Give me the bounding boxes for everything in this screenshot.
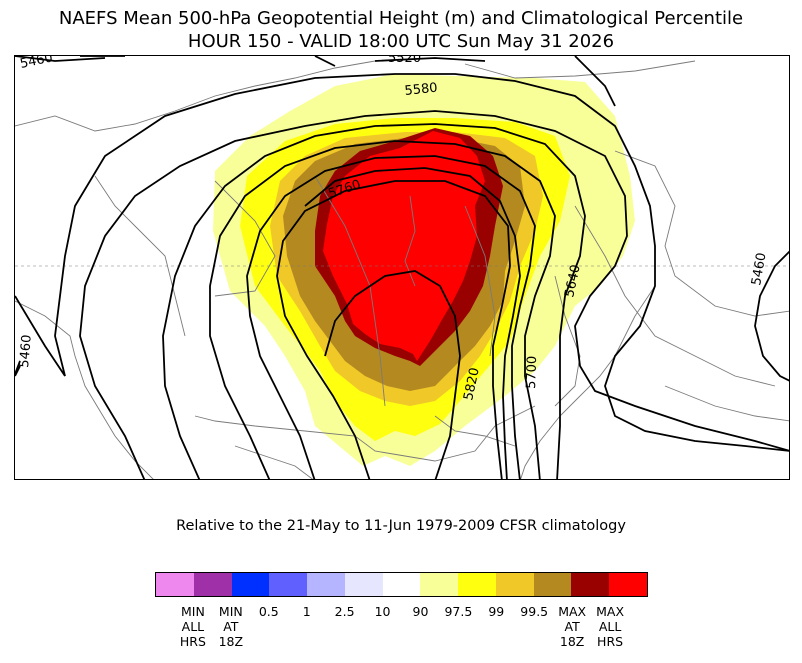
colorbar-label: 2.5 — [334, 604, 355, 619]
colorbar-label: 99.5 — [520, 604, 549, 619]
height-contours — [15, 56, 789, 479]
contour-label: 5460 — [19, 56, 54, 72]
colorbar-label: 0.5 — [258, 604, 279, 619]
colorbar-label: MAX ALL HRS — [596, 604, 625, 649]
contour-label: 5580 — [404, 81, 438, 99]
contour-label: 5520 — [388, 56, 421, 66]
colorbar-swatch — [533, 573, 572, 596]
contour-5460-west — [15, 365, 21, 377]
colorbar-label: 1 — [302, 604, 311, 619]
colorbar-swatch — [193, 573, 232, 596]
contour-5460-left — [15, 56, 106, 375]
contour-inner-3 — [304, 167, 521, 479]
contour-inner-2 — [324, 270, 461, 479]
map-title: NAEFS Mean 500-hPa Geopotential Height (… — [58, 8, 744, 29]
colorbar-label: MIN ALL HRS — [179, 604, 206, 649]
colorbar-swatch — [609, 573, 647, 596]
contour-outer-w1 — [15, 73, 789, 452]
shade-max-all-hrs — [323, 131, 485, 361]
contour-5460-east — [754, 250, 789, 382]
coastlines-and-borders — [15, 60, 789, 479]
colorbar-label: MAX AT 18Z — [558, 604, 587, 649]
colorbar-swatch — [420, 573, 459, 596]
contour-inner-1 — [276, 180, 511, 479]
geopotential-height-map: 5460 5520 5580 5760 5640 5460 5700 5820 … — [14, 55, 790, 480]
colorbar-label: 97.5 — [444, 604, 473, 619]
contour-mid-3 — [246, 155, 536, 479]
contour-mid-2 — [209, 140, 556, 479]
contour-label: 5640 — [562, 263, 584, 298]
contour-outer-w2 — [79, 110, 789, 479]
contour-upper-band — [314, 56, 616, 107]
colorbar-swatch — [156, 573, 194, 596]
colorbar-swatch — [344, 573, 383, 596]
colorbar-swatch — [231, 573, 270, 596]
percentile-colorbar — [155, 572, 648, 597]
colorbar-label: 10 — [374, 604, 391, 619]
colorbar-swatch — [571, 573, 610, 596]
climatology-subtitle: Relative to the 21-May to 11-Jun 1979-20… — [176, 518, 626, 534]
colorbar-swatch — [269, 573, 308, 596]
colorbar-labels: MIN ALL HRS MIN AT 18Z 0.5 1 2.5 10 90 97.5 99 99… — [155, 604, 648, 654]
colorbar-swatch — [495, 573, 534, 596]
colorbar-swatch — [458, 573, 496, 596]
colorbar-swatch — [307, 573, 345, 596]
colorbar-label: 99 — [488, 604, 505, 619]
colorbar-label: 90 — [412, 604, 429, 619]
contour-label: 5820 — [461, 366, 483, 401]
contour-label: 5460 — [17, 334, 35, 368]
contour-label: 5700 — [524, 356, 540, 390]
contour-5520 — [80, 56, 486, 62]
contour-label: 5460 — [749, 251, 770, 286]
valid-time-title: HOUR 150 - VALID 18:00 UTC Sun May 31 20… — [187, 31, 615, 52]
colorbar-label: MIN AT 18Z — [218, 604, 244, 649]
colorbar-swatch — [382, 573, 421, 596]
contour-mid-1 — [162, 123, 586, 479]
